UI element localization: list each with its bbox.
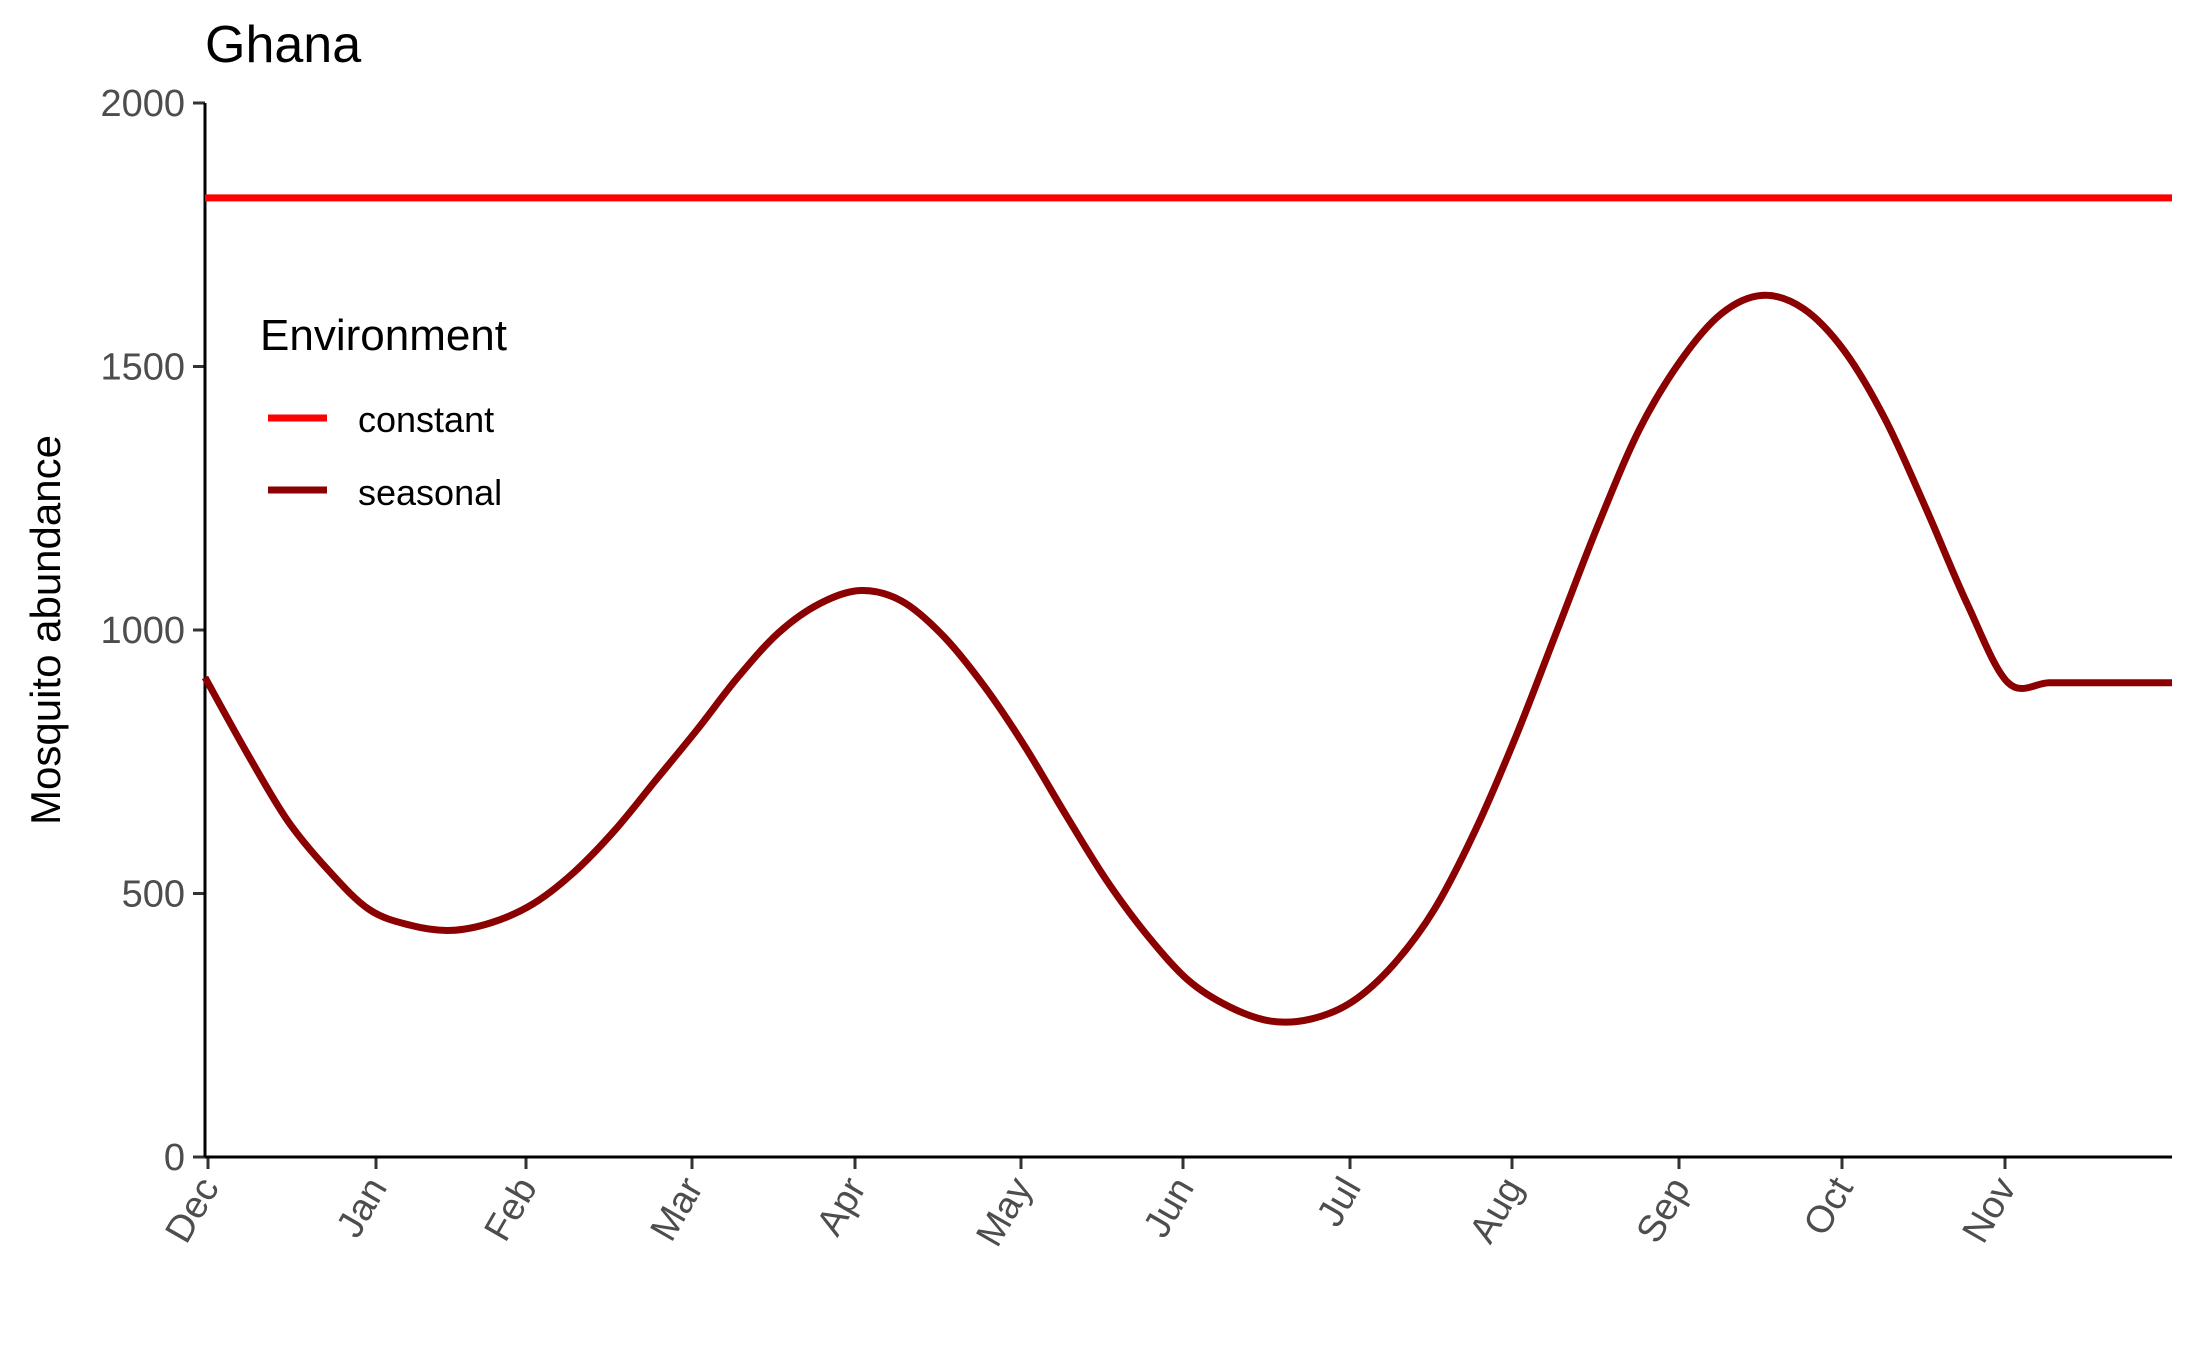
x-tick-label: Jun xyxy=(1136,1171,1203,1245)
series-line-seasonal xyxy=(201,291,2172,1026)
x-tick-label: Apr xyxy=(809,1170,875,1243)
y-tick-label: 0 xyxy=(164,1137,185,1179)
series-layer xyxy=(201,194,2172,1026)
x-tick-label: Dec xyxy=(158,1171,228,1251)
legend: Environment constant seasonal xyxy=(260,311,507,513)
x-tick-label: Jul xyxy=(1309,1171,1370,1234)
chart-title: Ghana xyxy=(205,16,361,74)
x-axis-ticks: Dec Jan Feb Mar Apr May Jun Jul Aug Sep Oct Nov xyxy=(158,1157,2025,1254)
y-axis-label: Mosquito abundance xyxy=(22,435,69,825)
x-tick-label: Nov xyxy=(1955,1171,2025,1251)
x-tick-label: Sep xyxy=(1629,1171,1699,1251)
y-tick-label: 1500 xyxy=(100,347,185,389)
y-axis-ticks: 0 500 1000 1500 2000 xyxy=(100,83,205,1179)
x-tick-label: Aug xyxy=(1462,1171,1532,1251)
x-tick-label: Feb xyxy=(477,1171,546,1249)
x-tick-label: Oct xyxy=(1796,1170,1862,1243)
x-tick-label: Mar xyxy=(643,1170,712,1248)
legend-label-seasonal: seasonal xyxy=(358,472,502,513)
x-tick-label: May xyxy=(969,1171,1041,1254)
y-tick-label: 1000 xyxy=(100,610,185,652)
legend-title: Environment xyxy=(260,311,507,360)
legend-label-constant: constant xyxy=(358,399,494,440)
x-tick-label: Jan xyxy=(329,1171,396,1245)
y-tick-label: 500 xyxy=(122,874,185,916)
y-tick-label: 2000 xyxy=(100,83,185,125)
